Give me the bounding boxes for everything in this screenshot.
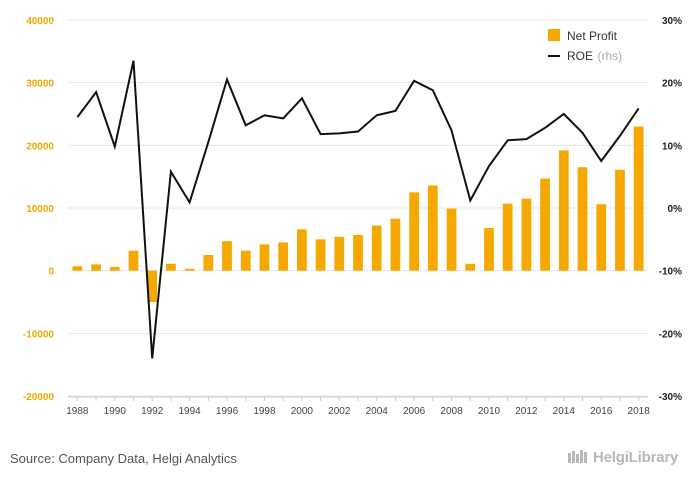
net-profit-bar (222, 241, 232, 271)
x-tick-label: 1992 (141, 406, 164, 417)
net-profit-bar (315, 239, 326, 271)
net-profit-bar (297, 229, 307, 271)
left-tick-label: 30000 (26, 79, 54, 90)
right-tick-label: 30% (662, 16, 682, 27)
net-profit-bar (353, 234, 363, 271)
legend-net-profit-label: Net Profit (567, 29, 618, 43)
x-tick-label: 1990 (104, 406, 127, 417)
right-tick-label: 0% (668, 204, 683, 215)
brand-text: HelgiLibrary (593, 449, 679, 466)
net-profit-bar (166, 263, 176, 271)
right-tick-label: -20% (659, 329, 682, 340)
legend: Net Profit ROE (rhs) (548, 29, 622, 64)
legend-roe-rhs: (rhs) (597, 49, 622, 63)
net-profit-bar (633, 126, 644, 271)
left-axis: -20000 -10000 0 10000 20000 30000 40000 (23, 16, 55, 403)
x-tick-label: 2008 (440, 406, 463, 417)
x-tick-label: 1994 (178, 406, 201, 417)
x-tick-label: 2012 (515, 406, 538, 417)
net-profit-bar (465, 263, 476, 271)
left-tick-label: -20000 (23, 392, 55, 403)
net-profit-bar (521, 198, 532, 271)
net-profit-bar (577, 167, 588, 271)
x-tick-label: 2002 (328, 406, 351, 417)
net-profit-bar (390, 218, 401, 271)
net-profit-bar (371, 225, 382, 271)
net-profit-bar (147, 270, 158, 302)
net-profit-bar (109, 266, 120, 271)
x-tick-label: 2010 (478, 406, 501, 417)
net-profit-bar (615, 169, 625, 271)
net-profit-bar (558, 150, 569, 271)
net-profit-bar (72, 266, 83, 271)
x-axis: 1988 1990 1992 1994 1996 1998 2000 2002 2004 2006… (66, 396, 651, 417)
brand-logo: HelgiLibrary (568, 449, 678, 466)
legend-net-profit-swatch (548, 29, 560, 41)
right-tick-label: -30% (659, 392, 682, 403)
net-profit-bar (278, 242, 289, 271)
right-tick-label: 20% (662, 79, 682, 90)
right-tick-label: -10% (659, 267, 682, 278)
left-tick-label: 20000 (26, 141, 54, 152)
source-text: Source: Company Data, Helgi Analytics (10, 451, 237, 466)
x-tick-label: 2014 (553, 406, 576, 417)
net-profit-bar (91, 264, 101, 271)
net-profit-bar (427, 185, 438, 271)
net-profit-bar (484, 228, 494, 271)
net-profit-bars (72, 126, 644, 302)
net-profit-bar (334, 236, 345, 271)
left-tick-label: -10000 (23, 329, 55, 340)
x-tick-label: 1996 (216, 406, 239, 417)
net-profit-bar (409, 192, 419, 271)
legend-roe-label-group: ROE (rhs) (567, 47, 622, 64)
roe-line-group (76, 60, 640, 359)
x-tick-label: 2018 (628, 406, 651, 417)
net-profit-bar (184, 268, 195, 271)
net-profit-bar (128, 250, 139, 271)
net-profit-bar (502, 203, 513, 271)
right-axis: -30% -20% -10% 0% 10% 20% 30% (659, 16, 682, 403)
library-icon (568, 450, 587, 463)
net-profit-bar (259, 244, 270, 271)
x-tick-label: 2016 (590, 406, 613, 417)
legend-roe-label: ROE (567, 49, 593, 63)
net-profit-bar (596, 204, 607, 271)
x-tick-label: 2000 (291, 406, 314, 417)
x-tick-label: 2006 (403, 406, 426, 417)
right-tick-label: 10% (662, 141, 682, 152)
left-tick-label: 40000 (26, 16, 54, 27)
net-profit-bar (540, 178, 550, 271)
chart: -20000 -10000 0 10000 20000 30000 40000 -30% -2… (23, 16, 682, 417)
left-tick-label: 10000 (26, 204, 54, 215)
x-tick-label: 1998 (253, 406, 276, 417)
roe-line (76, 60, 640, 359)
left-tick-label: 0 (48, 267, 54, 278)
net-profit-bar (240, 250, 251, 271)
x-tick-label: 2004 (366, 406, 389, 417)
x-tick-label: 1988 (66, 406, 89, 417)
net-profit-bar (203, 255, 214, 271)
net-profit-bar (446, 208, 457, 271)
